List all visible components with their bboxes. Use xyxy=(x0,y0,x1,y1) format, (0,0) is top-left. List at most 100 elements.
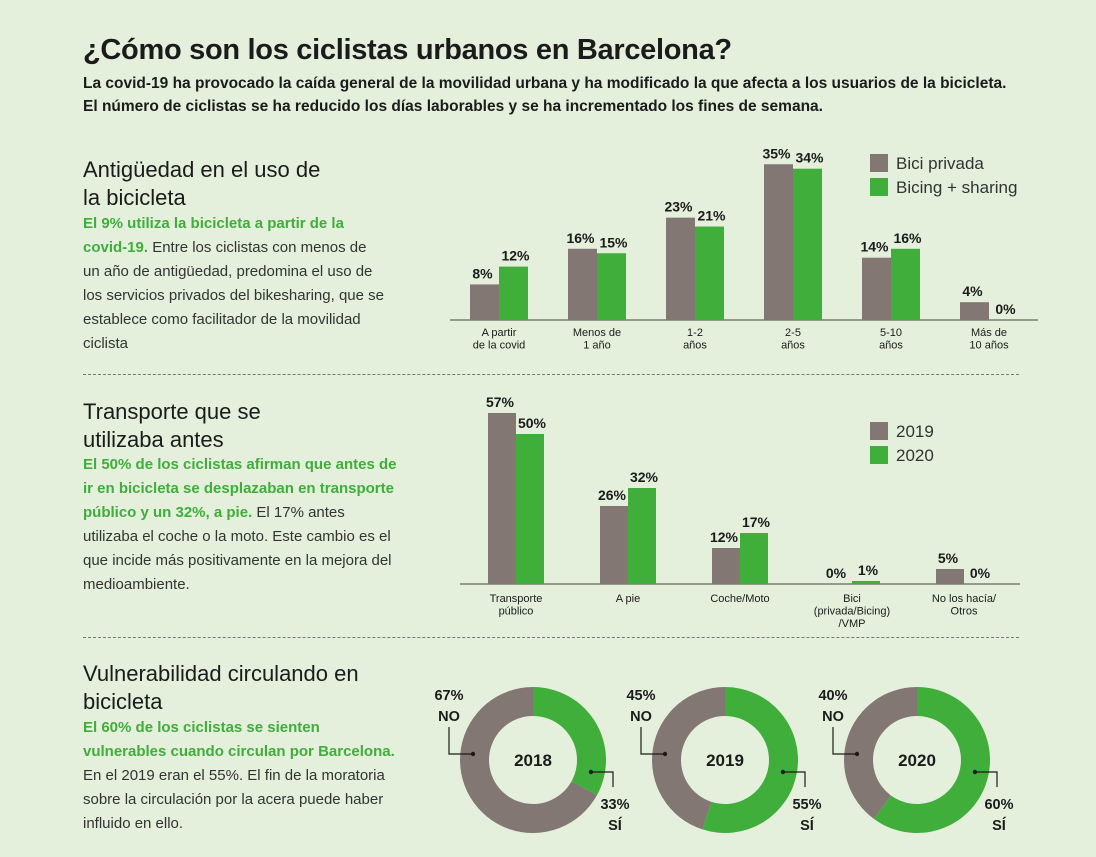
donut-category-label: NO xyxy=(822,709,844,725)
tick-label: Coche/Moto xyxy=(710,593,769,605)
bar xyxy=(695,226,724,320)
data-label: 50% xyxy=(518,415,547,431)
section-highlight: El 9% utiliza la bicicleta a partir de l… xyxy=(83,215,344,256)
tick-label: Menos de xyxy=(573,327,621,339)
donut-center-label: 2018 xyxy=(514,751,552,770)
leader-dot xyxy=(588,769,594,775)
section-text-transporte: El 50% de los ciclistas afirman que ante… xyxy=(83,453,403,597)
data-label: 26% xyxy=(598,487,627,503)
donut-slice xyxy=(844,687,917,820)
donut-value-label: 55% xyxy=(792,797,821,813)
section-body: En el 2019 eran el 55%. El fin de la mor… xyxy=(83,767,385,832)
donut-center-label: 2019 xyxy=(706,751,744,770)
legend-label: Bicing + sharing xyxy=(896,178,1017,197)
data-label: 14% xyxy=(860,239,889,255)
chart-vulnerabilidad: 2018 67% NO 33% SÍ 2019 45% NO 55% SÍ 2020 40% NO 60%… xyxy=(434,687,1014,834)
bar xyxy=(764,164,793,320)
legend-label: 2019 xyxy=(896,422,934,441)
tick-label: Otros xyxy=(951,606,978,618)
leader-dot xyxy=(854,751,860,757)
data-label: 32% xyxy=(630,469,659,485)
leader-line xyxy=(783,771,806,787)
page-title: ¿Cómo son los ciclistas urbanos en Barce… xyxy=(83,34,732,66)
section-text-antiguedad: El 9% utiliza la bicicleta a partir de l… xyxy=(83,212,385,356)
section-divider xyxy=(83,374,1019,375)
tick-label: Más de xyxy=(971,327,1007,339)
tick-label: 2-5 xyxy=(785,327,801,339)
leader-dot xyxy=(662,751,668,757)
legend-swatch xyxy=(870,154,888,172)
tick-label: /VMP xyxy=(839,618,866,630)
bar xyxy=(852,581,880,584)
tick-label: Transporte xyxy=(490,593,543,605)
section-title-vulnerabilidad: Vulnerabilidad circulando en bicicleta xyxy=(83,661,359,714)
data-label: 16% xyxy=(566,230,595,246)
bar xyxy=(891,248,920,320)
data-label: 4% xyxy=(962,283,983,299)
data-label: 12% xyxy=(710,529,739,545)
leader-line xyxy=(640,727,665,755)
bar xyxy=(628,488,656,584)
leader-dot xyxy=(972,769,978,775)
data-label: 0% xyxy=(970,565,991,581)
leader-line xyxy=(591,771,614,787)
donut-center-label: 2020 xyxy=(898,751,936,770)
donut-category-label: SÍ xyxy=(800,817,815,834)
data-label: 34% xyxy=(795,150,824,166)
data-label: 35% xyxy=(762,145,791,161)
tick-label: A pie xyxy=(616,593,640,605)
legend-label: 2020 xyxy=(896,446,934,465)
tick-label: años xyxy=(879,340,903,352)
donut-value-label: 40% xyxy=(818,688,847,704)
leader-dot xyxy=(470,751,476,757)
bar xyxy=(568,248,597,320)
bar xyxy=(499,266,528,320)
bar xyxy=(793,168,822,320)
bar xyxy=(712,548,740,584)
donut-category-label: NO xyxy=(630,709,652,725)
donut-value-label: 60% xyxy=(984,797,1013,813)
leader-line xyxy=(975,771,998,787)
bar xyxy=(516,434,544,584)
tick-label: de la covid xyxy=(473,340,526,352)
section-title-antiguedad: Antigüedad en el uso de la bicicleta xyxy=(83,157,321,210)
section-highlight: El 60% de los ciclistas se sienten vulne… xyxy=(83,719,395,760)
bar xyxy=(488,413,516,584)
tick-label: A partir xyxy=(482,327,517,339)
data-label: 16% xyxy=(893,230,922,246)
data-label: 0% xyxy=(995,301,1016,317)
bar xyxy=(470,284,499,320)
donut-value-label: 67% xyxy=(434,688,463,704)
data-label: 15% xyxy=(599,234,628,250)
donut-slice xyxy=(702,687,798,833)
data-label: 23% xyxy=(664,199,693,215)
donut-value-label: 45% xyxy=(626,688,655,704)
legend-swatch xyxy=(870,178,888,196)
bar xyxy=(666,217,695,320)
section-divider xyxy=(83,637,1019,638)
tick-label: Bici xyxy=(843,593,861,605)
tick-label: (privada/Bicing) xyxy=(814,606,890,618)
donut-category-label: SÍ xyxy=(608,817,623,834)
data-label: 21% xyxy=(697,208,726,224)
legend-swatch xyxy=(870,422,888,440)
data-label: 12% xyxy=(501,248,530,264)
tick-label: 10 años xyxy=(969,340,1009,352)
data-label: 57% xyxy=(486,394,515,410)
leader-line xyxy=(448,727,473,755)
data-label: 8% xyxy=(472,265,493,281)
leader-dot xyxy=(780,769,786,775)
bar xyxy=(936,569,964,584)
bar xyxy=(960,302,989,320)
legend-swatch xyxy=(870,446,888,464)
section-title-transporte: Transporte que se utilizaba antes xyxy=(83,399,261,452)
legend-label: Bici privada xyxy=(896,154,984,173)
section-text-vulnerabilidad: El 60% de los ciclistas se sienten vulne… xyxy=(83,716,398,836)
donut-slice xyxy=(652,687,725,830)
donut-value-label: 33% xyxy=(600,797,629,813)
data-label: 5% xyxy=(938,550,959,566)
section-body: Entre los ciclistas con menos de un año … xyxy=(83,239,384,352)
tick-label: años xyxy=(683,340,707,352)
